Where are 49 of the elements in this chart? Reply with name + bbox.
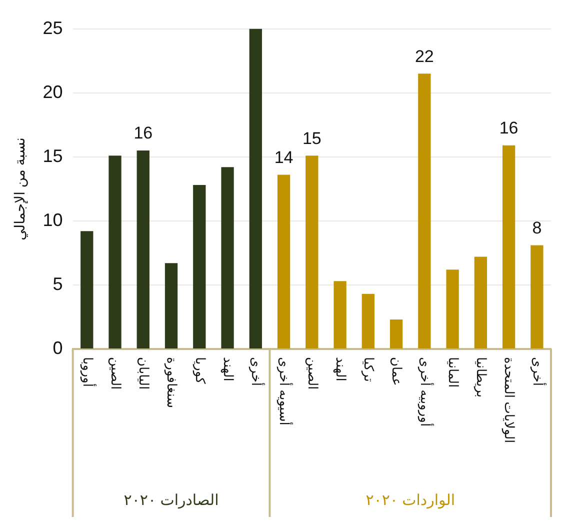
y-tick-label: 5	[52, 274, 63, 294]
text: الصادرات ٢٠٢٠	[124, 492, 219, 509]
y-tick-label: 15	[42, 146, 63, 166]
x-tick-label: الصين	[304, 357, 320, 390]
y-axis-title: نسبة من الإجمالي	[11, 137, 28, 240]
bar	[530, 245, 544, 348]
y-tick-label: 20	[42, 82, 63, 102]
x-tick-label: الهند	[332, 357, 348, 382]
y-tick-label: 25	[42, 18, 63, 38]
y-tick-label: 0	[52, 338, 63, 358]
x-tick-label: بريطانيا	[473, 357, 490, 398]
data-label: 8	[532, 218, 542, 238]
x-tick-label: أوروبيه أخرى	[416, 357, 434, 427]
bar	[277, 174, 290, 348]
bar	[306, 156, 318, 348]
x-tick-label: الصين	[107, 357, 124, 390]
x-tick-label: أخرى	[529, 357, 546, 386]
bar	[334, 281, 346, 348]
x-tick-label: تركيا	[360, 357, 377, 382]
data-label: 15	[302, 128, 322, 148]
data-label: 16	[134, 124, 153, 143]
bar	[108, 156, 122, 348]
bar	[164, 263, 178, 348]
bar	[390, 320, 403, 348]
x-tick-label: أسيويه أخرى	[276, 357, 294, 426]
data-label: 16	[499, 118, 518, 138]
data-label: 22	[414, 46, 434, 66]
text: الواردات ٢٠٢٠	[366, 492, 455, 509]
bar	[136, 150, 150, 348]
x-tick-label: اليابان	[136, 357, 152, 390]
bar	[362, 294, 374, 348]
bar	[502, 145, 516, 348]
x-tick-label: المانيا	[446, 357, 461, 388]
bar	[193, 185, 206, 348]
y-tick-label: 10	[42, 210, 63, 230]
x-tick-label: كوريا	[192, 357, 208, 385]
x-tick-label: سنغافورة	[164, 357, 180, 408]
data-label: 14	[274, 148, 294, 167]
bar	[249, 28, 262, 348]
x-tick-label: أوروبا	[79, 357, 96, 388]
bar	[221, 167, 234, 348]
bar	[418, 74, 431, 348]
x-tick-label: عمان	[390, 357, 405, 386]
bar	[474, 256, 488, 348]
bar	[446, 270, 459, 348]
x-tick-label: الولايات المتحدة	[501, 357, 518, 444]
bar	[80, 231, 94, 348]
x-tick-label: أخرى	[248, 357, 266, 386]
x-tick-label: الهند	[220, 357, 236, 382]
